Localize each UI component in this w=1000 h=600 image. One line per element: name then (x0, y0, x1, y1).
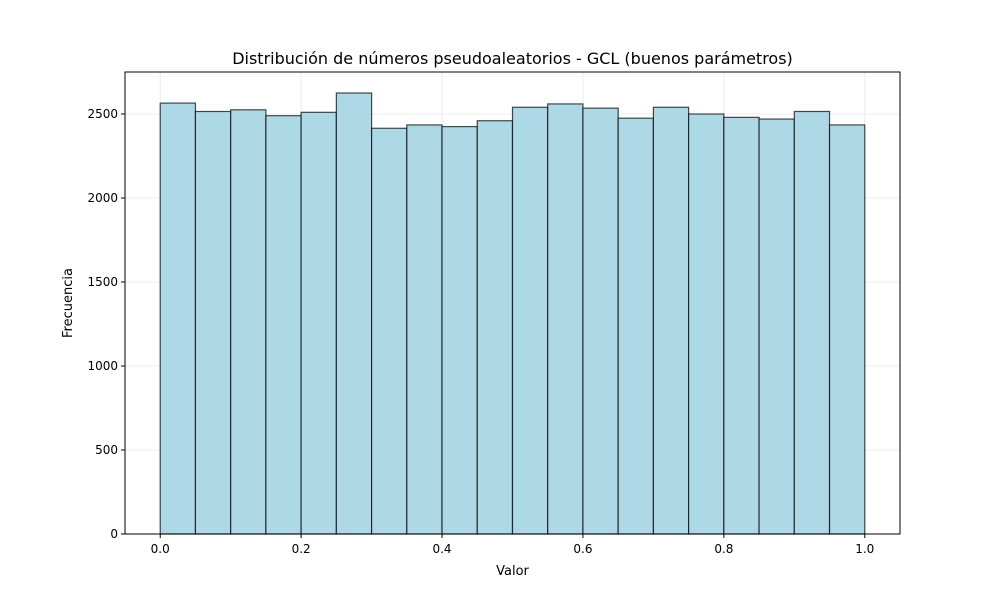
histogram-bar (688, 113, 725, 535)
y-axis-ticks: 0 500 1000 1500 2000 2500 (87, 107, 125, 541)
histogram-bar (547, 103, 584, 535)
x-tick-label: 0.2 (292, 542, 311, 556)
histogram-bar (617, 117, 655, 535)
histogram-bar (723, 116, 760, 535)
histogram-bar (370, 127, 408, 535)
y-tick-label: 1500 (87, 275, 118, 289)
y-tick-label: 1000 (87, 359, 118, 373)
y-tick-label: 500 (95, 443, 118, 457)
histogram-bar (511, 106, 549, 535)
x-tick-label: 0.0 (151, 542, 170, 556)
histogram-bar (159, 102, 197, 535)
histogram-bar (230, 109, 267, 535)
histogram-bar (793, 110, 831, 535)
histogram-bar (194, 110, 232, 535)
histogram-bar (652, 106, 690, 535)
histogram-bar (758, 118, 795, 535)
y-tick-label: 2000 (87, 191, 118, 205)
plot-frame (124, 71, 901, 535)
histogram-bar (476, 120, 514, 535)
histogram-bar (406, 124, 443, 535)
y-tick-label: 2500 (87, 107, 118, 121)
y-axis-label: Frecuencia (61, 268, 76, 338)
histogram-bar (335, 92, 373, 535)
histogram-bars (159, 92, 866, 535)
x-tick-label: 0.4 (432, 542, 451, 556)
histogram-bar (582, 107, 619, 535)
chart-title: Distribución de números pseudoaleatorios… (232, 49, 793, 68)
x-tick-label: 1.0 (855, 542, 874, 556)
histogram-bar (828, 124, 866, 535)
histogram-bar (300, 111, 337, 535)
x-axis-label: Valor (496, 564, 529, 579)
histogram-bar (265, 115, 302, 535)
histogram-bar (441, 125, 478, 535)
x-tick-label: 0.8 (714, 542, 733, 556)
x-tick-label: 0.6 (573, 542, 592, 556)
y-tick-label: 0 (110, 527, 118, 541)
x-axis-ticks: 0.0 0.2 0.4 0.6 0.8 1.0 (151, 534, 874, 556)
